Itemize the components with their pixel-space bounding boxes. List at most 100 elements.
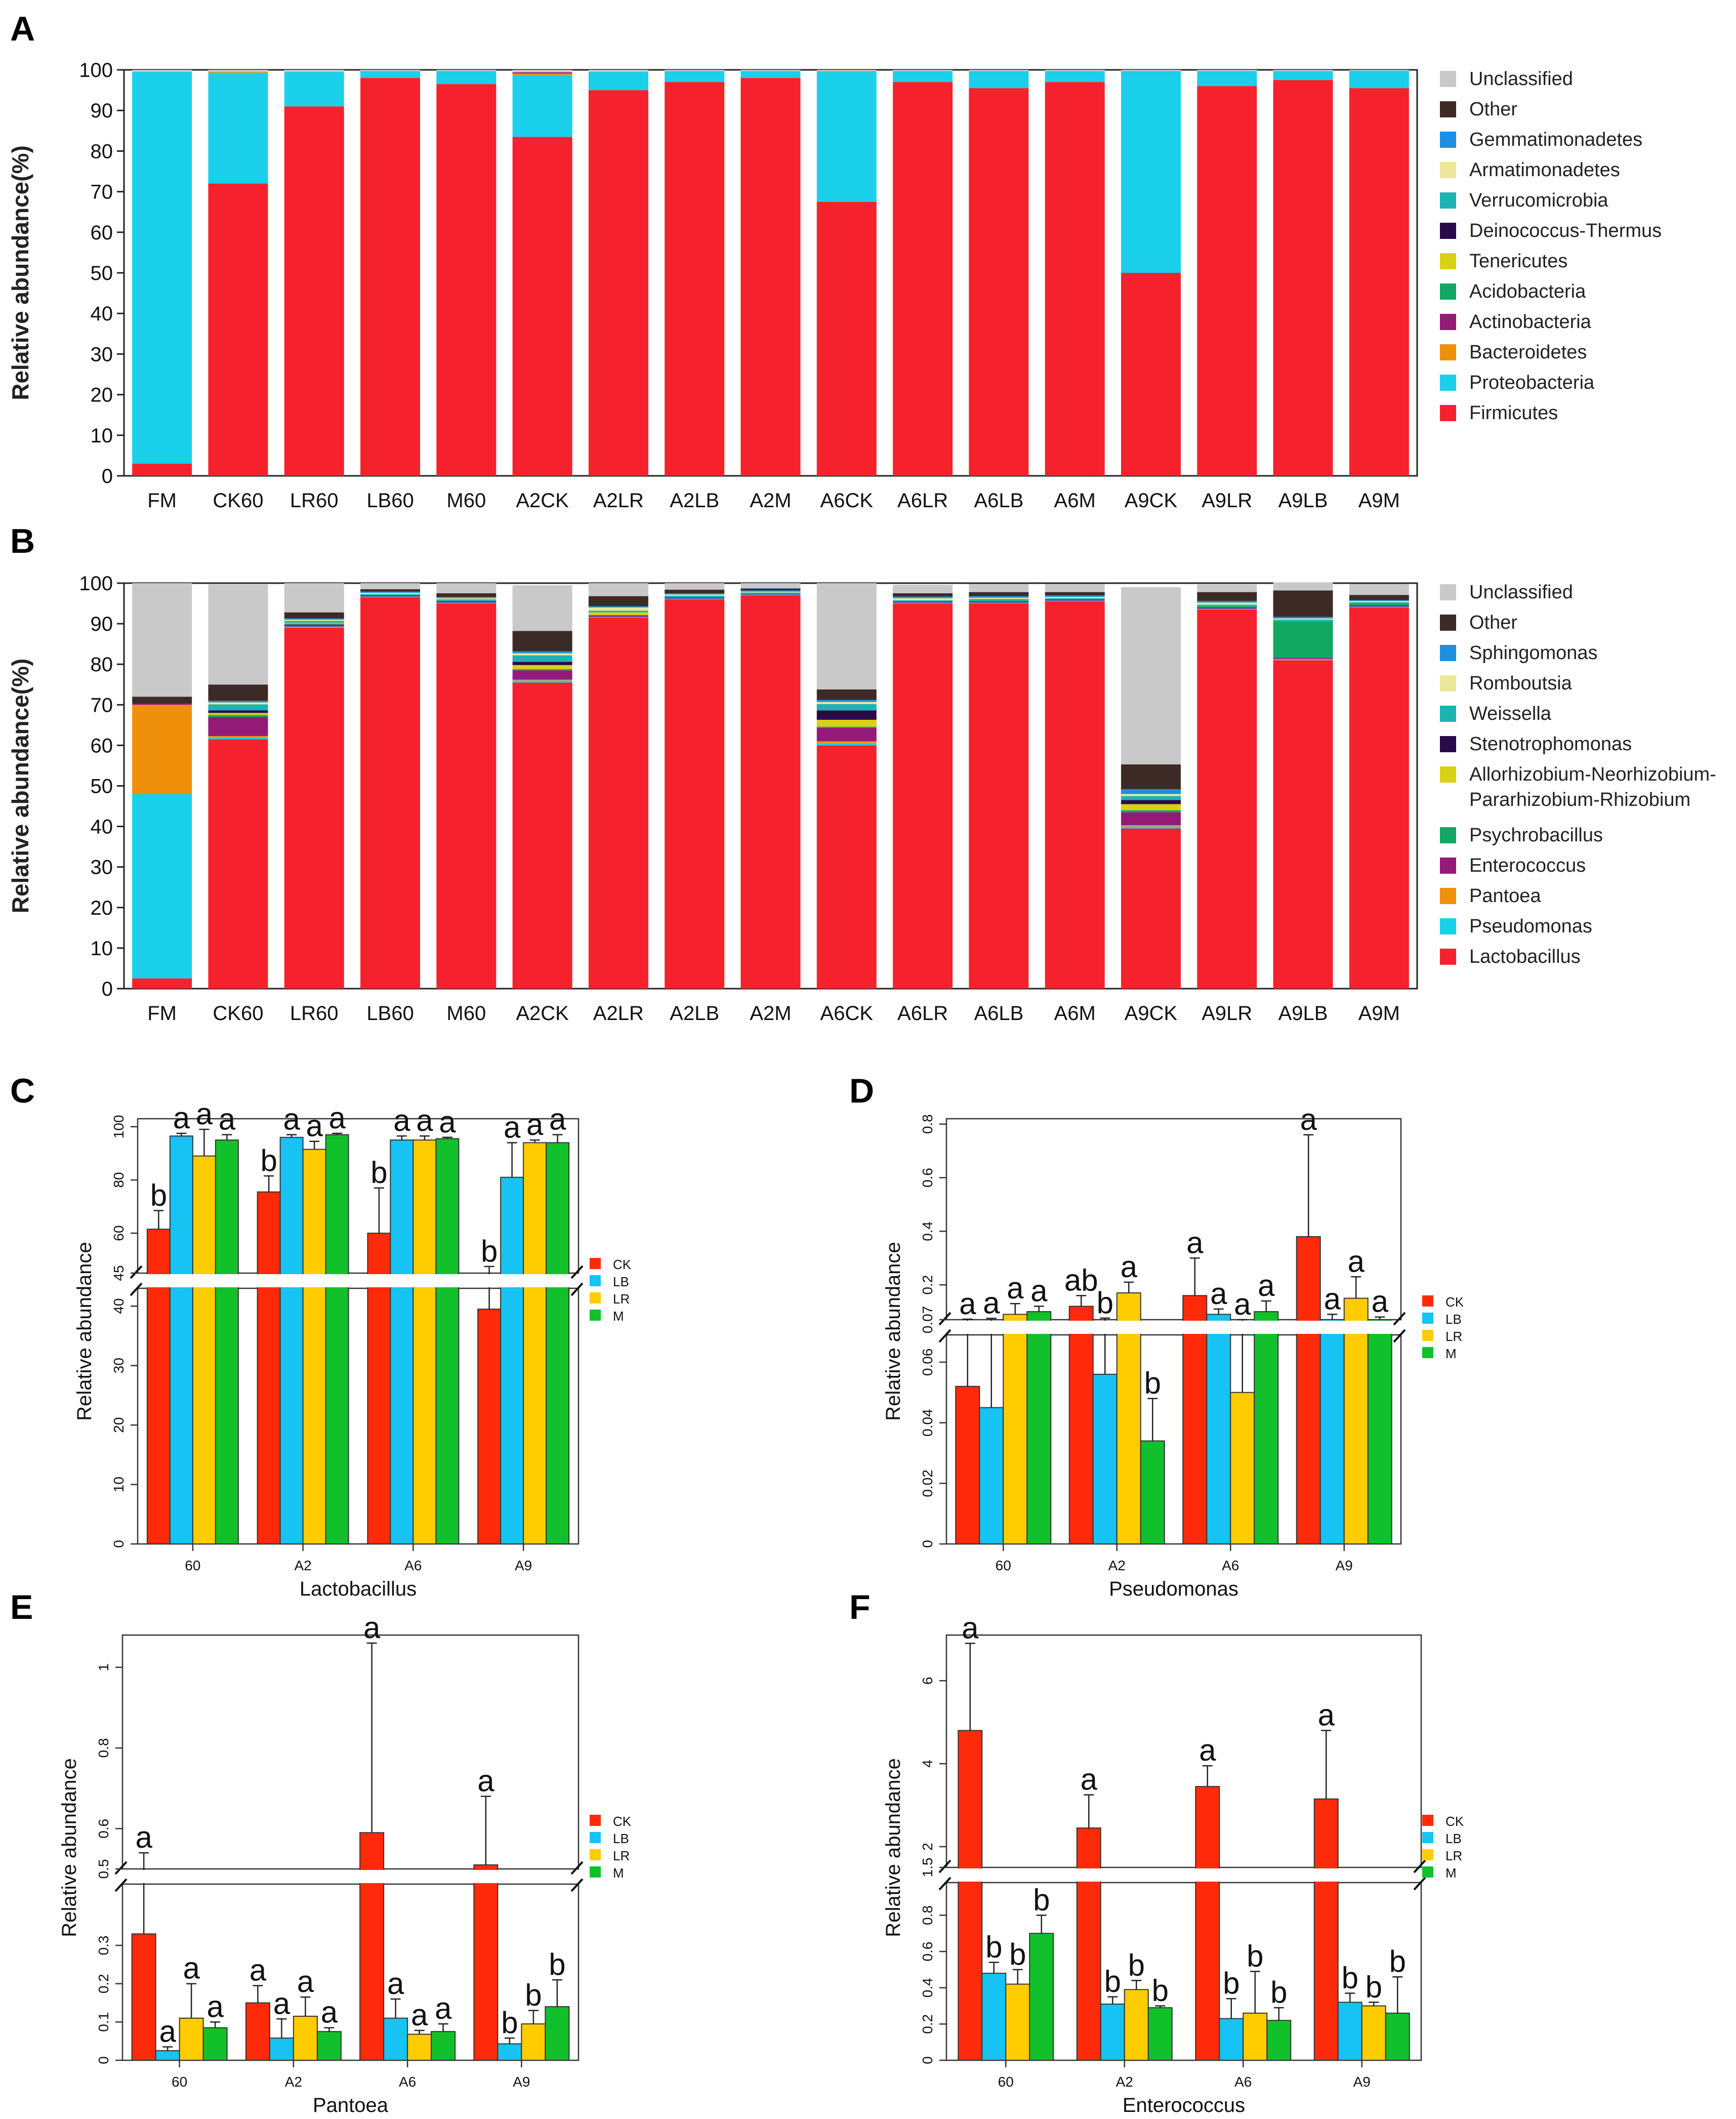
significance-letter: a [273, 1986, 291, 2020]
bar-a2-m [1147, 2007, 1173, 2061]
legend-label: Unclassified [1469, 68, 1573, 90]
y-axis-label: Relative abundance(%) [7, 659, 33, 914]
legend-label: LB [613, 1831, 629, 1846]
significance-letter: b [985, 1930, 1002, 1964]
bar-segment-m60-firmicutes [436, 84, 497, 476]
x-tick-label: A9LR [1202, 1002, 1252, 1025]
y-tick-label: 30 [91, 343, 113, 365]
bar-segment-ck60-enterococcus [208, 717, 268, 736]
bar-segment-a9lr-psychrobacillus [1197, 606, 1257, 608]
x-tick-label: A6 [404, 1558, 422, 1573]
legend-swatch-tenericutes [1440, 253, 1456, 269]
legend-label: CK [613, 1814, 632, 1829]
bar-segment-a2lb-sphingomonas [665, 593, 725, 595]
x-tick-label: A2M [750, 490, 791, 512]
bar-a2-lb [279, 1136, 304, 1544]
bar-segment-a6ck-weissella [816, 704, 877, 711]
y-tick-label: 90 [91, 613, 113, 635]
bar-a6-lb [390, 1139, 414, 1544]
bar-segment-a6lr-lactobacillus [893, 603, 953, 989]
x-tick-label: LB60 [366, 490, 414, 512]
plot-frame-lower [121, 1883, 580, 2061]
stacked-chart-phylum: FM CK60 LR60 LB60 M60 A2CK A2LR A2LB A2M A6CK A6LR… [7, 59, 1662, 512]
bar-segment-m60-proteobacteria [436, 71, 497, 85]
bar-segment-a2lr-proteobacteria [588, 72, 648, 91]
axis-break-mark [570, 1878, 584, 1892]
legend-label: LR [1445, 1329, 1462, 1344]
bar-segment-a6m-other [1045, 592, 1105, 596]
bar-a2-lr [293, 2016, 318, 2061]
y-tick-label: 70 [91, 694, 113, 716]
bar-60-lb [981, 1973, 1007, 2061]
y-tick-label: 2 [920, 1843, 935, 1851]
bar-segment-fm-lactobacillus [132, 978, 192, 989]
legend-label: Armatimonadetes [1469, 159, 1620, 181]
bar-segment-a9lr-unclassified [1197, 70, 1257, 71]
bar-segment-a2m-weissella [740, 592, 801, 594]
axis-break-mark [130, 1282, 143, 1296]
bar-a6-ck [1195, 1786, 1220, 2061]
y-tick-label: 90 [91, 100, 113, 122]
bar-segment-lb60-unclassified [360, 70, 421, 71]
significance-letter: a [416, 1104, 433, 1137]
significance-letter: b [150, 1178, 167, 1212]
bar-segment-a2lb-enterococcus [665, 597, 725, 599]
y-tick-label: 20 [91, 897, 113, 919]
legend-label: Bacteroidetes [1469, 342, 1587, 363]
bar-a2-lr [1124, 1989, 1149, 2061]
bar-segment-a2ck-unclassified [512, 585, 572, 631]
bar-a6-m [431, 2031, 456, 2061]
bar-segment-a2ck-allorhizobium [512, 665, 572, 669]
bar-segment-lr60-pseudomonas [284, 626, 344, 628]
y-tick-label: 0.5 [96, 1859, 111, 1879]
axis-break-mark [938, 1312, 952, 1326]
x-tick-label: A6LB [974, 1002, 1023, 1025]
bar-segment-a9lb-proteobacteria [1273, 71, 1333, 80]
bar-segment-a2lb-pseudomonas [665, 598, 725, 600]
y-tick-label: 100 [79, 59, 113, 82]
bar-segment-a2ck-pantoea [512, 679, 572, 681]
x-tick-label: A9LR [1202, 490, 1252, 512]
bar-segment-a6ck-sphingomonas [816, 700, 877, 702]
significance-letter: a [435, 1991, 452, 2025]
bar-segment-a6lb-psychrobacillus [969, 600, 1029, 602]
bar-segment-ck60-other [208, 684, 268, 701]
significance-letter: a [363, 1611, 381, 1645]
legend-swatch-pseudomonas [1440, 918, 1456, 934]
significance-letter: a [1318, 1698, 1335, 1732]
significance-letter: b [1389, 1944, 1406, 1978]
bar-segment-m60-pseudomonas [436, 602, 497, 604]
legend-swatch-lb [1422, 1832, 1433, 1843]
legend-label: Pseudomonas [1469, 916, 1592, 937]
y-tick-label: 0.8 [920, 1905, 935, 1925]
bar-segment-a2ck-other [512, 631, 572, 651]
bar-60-lb [169, 1135, 193, 1545]
bar-segment-a6ck-unclassified [816, 70, 877, 71]
x-tick-label: A2 [1108, 1558, 1126, 1573]
significance-letter: ab [1064, 1263, 1098, 1297]
bar-segment-m60-romboutsia [436, 598, 497, 600]
x-tick-label: CK60 [213, 1002, 263, 1025]
y-tick-label: 0.2 [920, 1275, 935, 1295]
bar-segment-m60-unclassified [436, 70, 497, 71]
y-tick-label: 0 [111, 1540, 127, 1548]
bar-segment-a6lb-firmicutes [969, 88, 1029, 476]
bar-segment-a2ck-lactobacillus [512, 682, 572, 989]
legend-label: M [613, 1865, 624, 1881]
legend-swatch-lactobacillus [1440, 949, 1456, 965]
legend-label: Actinobacteria [1469, 311, 1592, 333]
bar-a6-lr [412, 1139, 437, 1544]
x-tick-label: A9CK [1125, 1002, 1178, 1025]
bar-segment-lr60-psychrobacillus [284, 624, 344, 625]
y-tick-label: 40 [91, 303, 113, 325]
bar-segment-a2ck-bacteroidetes [512, 73, 572, 75]
bar-segment-ck60-allorhizobium [208, 713, 268, 715]
bar-segment-a2ck-pseudomonas [512, 680, 572, 683]
significance-letter: a [1348, 1244, 1365, 1278]
bar-segment-a2lb-firmicutes [665, 82, 725, 476]
bar-a2-lb [269, 2038, 294, 2061]
y-tick-label: 80 [91, 140, 113, 162]
bar-segment-a6m-unclassified [1045, 584, 1105, 592]
y-tick-label: 0.4 [920, 1221, 935, 1241]
significance-letter: b [1366, 1970, 1382, 2004]
